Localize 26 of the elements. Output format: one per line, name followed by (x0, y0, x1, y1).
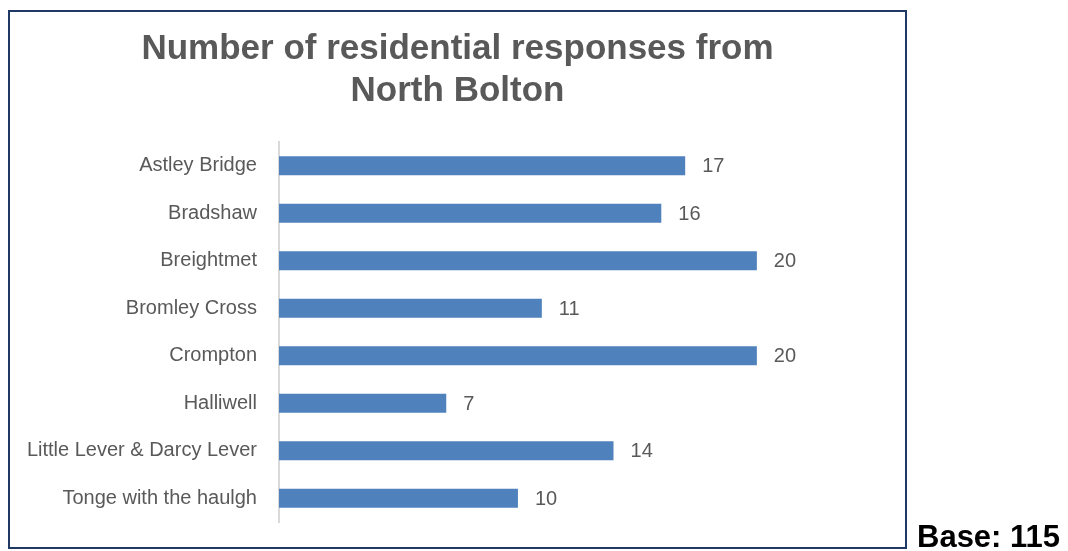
data-label: 16 (678, 201, 701, 224)
data-label: 20 (773, 344, 797, 367)
y-tick-label: Bromley Cross (125, 295, 257, 318)
y-tick-label: Little Lever & Darcy Lever (26, 438, 258, 461)
y-tick-label: Astley Bridge (139, 153, 257, 176)
y-tick-label: Tonge with the haulgh (62, 485, 257, 508)
y-tick-label: Halliwell (183, 390, 257, 413)
bar (279, 298, 542, 318)
text: Base: 115 (917, 519, 1061, 551)
bar (279, 346, 757, 366)
y-tick-label: Breightmet (160, 248, 258, 271)
data-label: 11 (558, 296, 580, 319)
data-label: 14 (630, 439, 653, 462)
bar (279, 156, 686, 176)
data-label: 20 (773, 249, 797, 272)
data-label: 7 (463, 391, 475, 414)
y-tick-label: Bradshaw (168, 200, 258, 223)
bar (279, 203, 662, 223)
y-tick-label: Crompton (169, 343, 257, 366)
bar (279, 251, 757, 271)
data-label: 17 (702, 154, 725, 177)
data-label: 10 (534, 486, 558, 509)
bar (279, 441, 614, 461)
chart-title: Number of residential responses from North Bolton (141, 26, 774, 108)
bar (279, 393, 447, 413)
bar (279, 488, 518, 508)
